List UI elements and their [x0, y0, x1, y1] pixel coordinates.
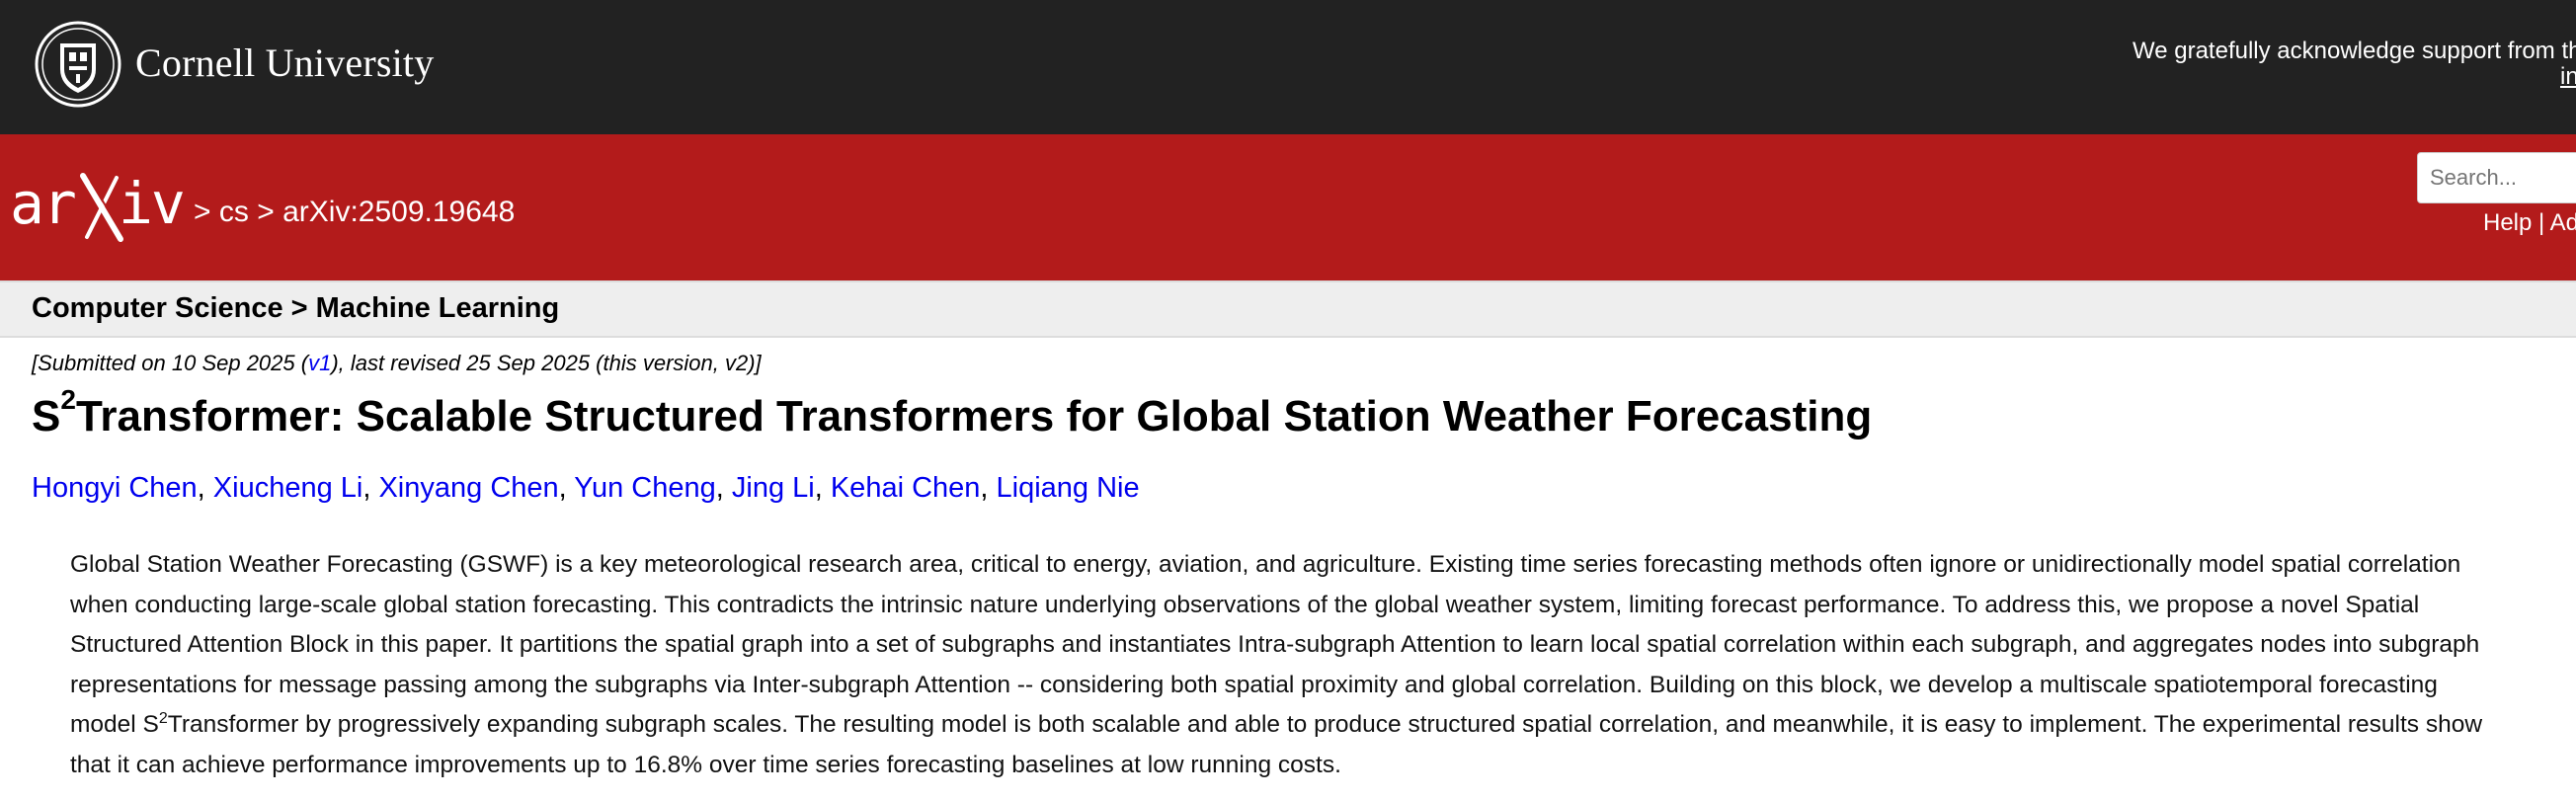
university-name[interactable]: Cornell University — [135, 40, 435, 85]
breadcrumb-separator: > — [194, 196, 211, 228]
author-link[interactable]: Jing Li — [731, 472, 815, 504]
breadcrumb: > cs > arXiv:2509.19648 — [194, 196, 515, 229]
breadcrumb-paper-id: arXiv:2509.19648 — [282, 196, 516, 228]
subject-heading: Computer Science > Machine Learning — [32, 292, 560, 324]
author-separator: , — [558, 472, 575, 504]
author-link[interactable]: Yun Cheng — [574, 472, 716, 504]
title-superscript: 2 — [60, 384, 76, 415]
arxiv-header: ar iv > cs > arXiv:2509.19648 Help | Ad — [0, 134, 2576, 280]
submission-dates: [Submitted on 10 Sep 2025 (v1), last rev… — [32, 351, 762, 376]
abstract: Global Station Weather Forecasting (GSWF… — [70, 545, 2510, 785]
abstract-superscript: 2 — [158, 710, 168, 727]
author-link[interactable]: Xiucheng Li — [212, 472, 363, 504]
help-links[interactable]: Help | Ad — [2483, 209, 2576, 236]
breadcrumb-separator: > — [257, 196, 275, 228]
author-link[interactable]: Xinyang Chen — [378, 472, 559, 504]
author-separator: , — [197, 472, 213, 504]
author-separator: , — [715, 472, 732, 504]
submitted-suffix: ), last revised 25 Sep 2025 (this versio… — [331, 351, 762, 375]
cornell-seal-icon[interactable] — [34, 20, 122, 109]
svg-text:iv: iv — [119, 170, 184, 237]
version-v1-link[interactable]: v1 — [308, 351, 332, 375]
title-rest: Transformer: Scalable Structured Transfo… — [75, 392, 1873, 440]
breadcrumb-cs[interactable]: cs — [218, 196, 249, 228]
subject-bar: Computer Science > Machine Learning — [0, 280, 2576, 338]
abstract-text: Global Station Weather Forecasting (GSWF… — [70, 551, 2480, 738]
abstract-text-continued: Transformer by progressively expanding s… — [70, 711, 2483, 778]
arxiv-logo-icon[interactable]: ar iv — [10, 164, 188, 249]
author-separator: , — [980, 472, 997, 504]
title-s: S — [32, 392, 61, 440]
acknowledgement-text: We gratefully acknowledge support from t… — [2133, 38, 2576, 64]
acknowledgement-link[interactable]: in — [2560, 63, 2576, 90]
svg-text:ar: ar — [10, 170, 75, 237]
author-separator: , — [814, 472, 831, 504]
author-link[interactable]: Liqiang Nie — [996, 472, 1140, 504]
author-separator: , — [362, 472, 379, 504]
search-input[interactable] — [2417, 152, 2576, 203]
author-link[interactable]: Kehai Chen — [830, 472, 981, 504]
author-link[interactable]: Hongyi Chen — [32, 472, 198, 504]
paper-title: S2Transformer: Scalable Structured Trans… — [32, 384, 1873, 446]
top-banner: Cornell University We gratefully acknowl… — [0, 0, 2576, 134]
submitted-prefix: [Submitted on 10 Sep 2025 ( — [32, 351, 309, 375]
author-list: Hongyi Chen, Xiucheng Li, Xinyang Chen, … — [32, 472, 1140, 505]
